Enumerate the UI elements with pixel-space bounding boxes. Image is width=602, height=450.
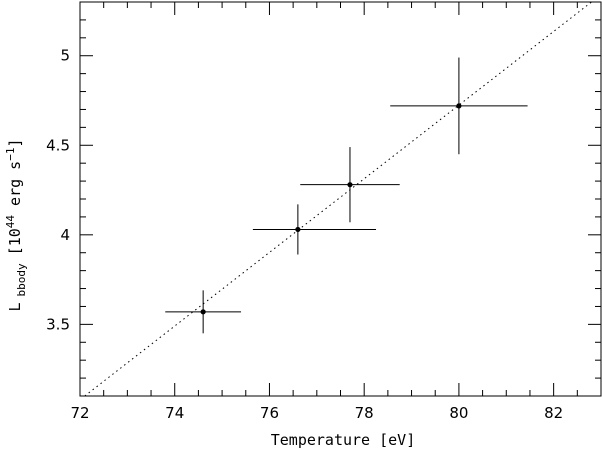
y-axis-title-unit-close: ]: [6, 139, 24, 148]
y-axis-title-unit-exp2: −1: [4, 148, 17, 161]
x-tick-label: 78: [355, 404, 374, 422]
y-tick-label: 5: [60, 47, 70, 65]
data-point: [456, 103, 462, 109]
fit-line: [84, 1, 592, 397]
svg-text:Lbbody[1044 erg s−1]: Lbbody [1044 erg s−1]: [4, 139, 28, 312]
y-axis-title-unit-mid: erg s: [6, 161, 24, 215]
y-axis-title-subscript: bbody: [15, 263, 28, 296]
data-point: [347, 182, 353, 188]
data-point: [295, 226, 301, 233]
x-axis-title: Temperature [eV]: [271, 431, 416, 449]
plot-frame: [79, 1, 602, 397]
y-tick-label: 4: [60, 226, 70, 244]
y-tick-label: 4.5: [46, 136, 70, 154]
y-axis-title-main: L: [6, 302, 24, 311]
x-tick-label: 74: [165, 404, 184, 422]
data-point: [200, 309, 206, 315]
tick-labels: 72 74 76 78 80 82 3.5 4 4.5 5: [46, 47, 563, 422]
x-tick-label: 82: [544, 404, 563, 422]
x-tick-label: 80: [449, 404, 468, 422]
y-axis-title-unit-exp: 44: [4, 215, 17, 229]
y-axis-title: Lbbody [1044 erg s−1]: [4, 139, 28, 312]
x-tick-label: 76: [260, 404, 279, 422]
x-tick-label: 72: [70, 404, 89, 422]
axis-ticks: [79, 1, 602, 397]
y-axis-title-unit-open: [10: [6, 228, 24, 255]
y-tick-label: 3.5: [46, 315, 70, 333]
plot-area: [79, 1, 602, 397]
